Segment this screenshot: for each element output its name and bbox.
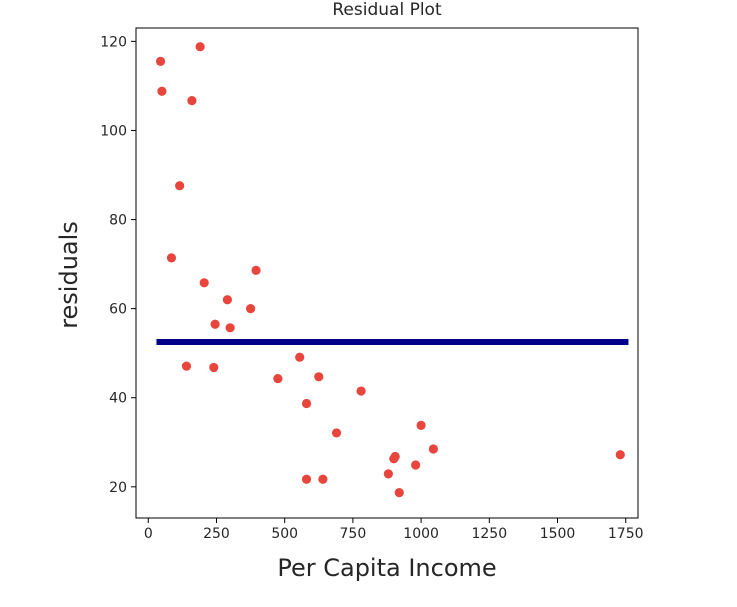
data-point	[615, 450, 625, 460]
data-point	[175, 181, 185, 191]
data-point	[394, 488, 404, 498]
x-axis: 0 250 500 750 1000 1250 1500 1750	[144, 518, 644, 542]
data-point	[301, 398, 312, 409]
data-point	[181, 361, 192, 371]
data-point	[428, 444, 438, 454]
data-point	[390, 451, 400, 462]
data-point	[295, 352, 305, 362]
y-tick-label: 60	[109, 302, 127, 318]
x-tick-label: 1500	[540, 526, 576, 542]
data-point	[195, 42, 205, 52]
data-point	[209, 362, 219, 373]
data-point	[157, 86, 167, 96]
y-tick-label: 20	[109, 480, 127, 496]
data-point	[301, 474, 312, 484]
data-point	[251, 265, 261, 275]
scatter-points	[155, 42, 625, 498]
x-tick-label: 1000	[403, 526, 439, 542]
data-point	[411, 460, 421, 470]
data-point	[314, 372, 324, 382]
data-point	[166, 253, 177, 263]
x-tick-label: 500	[271, 526, 298, 542]
y-tick-label: 40	[109, 391, 127, 407]
x-tick-label: 250	[203, 526, 230, 542]
data-point	[222, 295, 232, 305]
x-axis-label: Per Capita Income	[277, 554, 496, 582]
y-tick-label: 100	[100, 123, 127, 139]
y-tick-label: 80	[109, 213, 127, 229]
y-axis: 20 40 60 80 100 120	[100, 34, 136, 496]
data-point	[356, 386, 366, 396]
plot-area-frame	[135, 27, 639, 519]
data-point	[318, 474, 328, 484]
data-point	[331, 428, 342, 438]
data-point	[155, 56, 166, 67]
x-tick-label: 750	[340, 526, 367, 542]
data-point	[210, 319, 220, 329]
y-tick-label: 120	[100, 34, 127, 50]
x-tick-label: 1250	[471, 526, 507, 542]
data-point	[187, 96, 197, 106]
x-tick-label: 0	[144, 526, 153, 542]
data-point	[383, 469, 393, 479]
data-point	[273, 373, 283, 384]
y-axis-label: residuals	[55, 221, 83, 329]
data-point	[199, 278, 209, 288]
data-point	[225, 323, 235, 333]
chart-title: Residual Plot	[332, 0, 442, 20]
data-point	[245, 304, 256, 314]
x-tick-label: 1750	[608, 526, 644, 542]
data-point	[416, 420, 426, 430]
